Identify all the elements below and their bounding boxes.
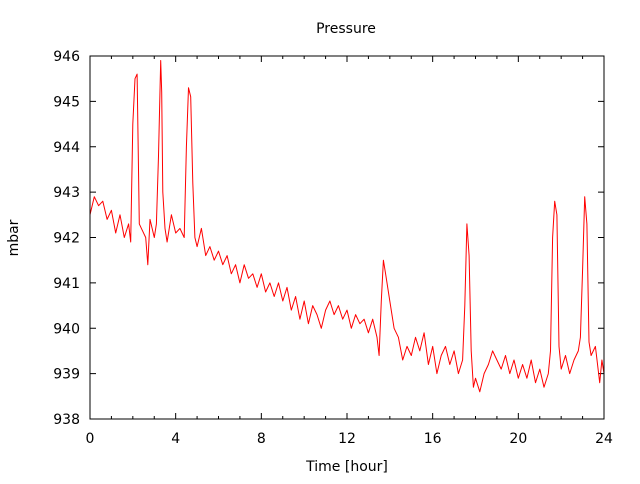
y-tick-label: 945 <box>53 94 80 110</box>
pressure-series-line <box>89 60 605 393</box>
y-tick-label: 944 <box>53 140 80 156</box>
series-layer <box>89 60 605 393</box>
x-tick-label: 12 <box>338 431 356 447</box>
y-tick-label: 940 <box>53 321 80 337</box>
x-tick-label: 0 <box>86 431 95 447</box>
plot-area-frame <box>89 55 605 420</box>
y-tick-label: 946 <box>53 49 80 65</box>
x-tick-label: 4 <box>171 431 180 447</box>
y-tick-label: 943 <box>53 185 80 201</box>
x-tick-label: 16 <box>424 431 442 447</box>
y-tick-label: 942 <box>53 231 80 247</box>
x-tick-label: 24 <box>595 431 613 447</box>
x-tick-label: 20 <box>509 431 527 447</box>
chart-title: Pressure <box>316 21 376 37</box>
y-tick-label: 938 <box>53 412 80 428</box>
x-tick-label: 8 <box>257 431 266 447</box>
y-axis-label: mbar <box>6 219 22 256</box>
axis-ticks: 0 4 8 12 16 20 24 938 939 940 941 942 943 944 945 946 <box>53 49 613 447</box>
x-axis-label: Time [hour] <box>305 459 388 475</box>
y-tick-label: 941 <box>53 276 80 292</box>
y-tick-label: 939 <box>53 367 80 383</box>
